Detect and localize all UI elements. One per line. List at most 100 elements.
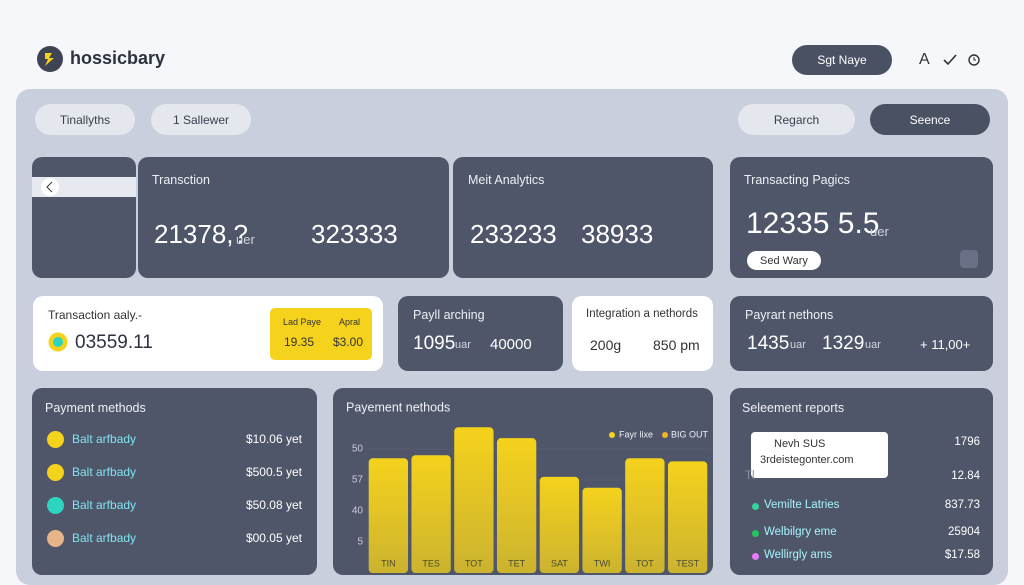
metric: 1435 (747, 333, 790, 354)
chevron-box[interactable] (960, 250, 978, 268)
y-tick-label: 5 (357, 537, 363, 548)
legend-label: Fayr lixe (619, 429, 653, 439)
report-label: Welbilgry eme (764, 526, 837, 538)
unit: uar (790, 339, 806, 351)
icon-letter[interactable]: A (919, 51, 930, 68)
method-icon (47, 431, 64, 448)
y-tick-label: 57 (352, 475, 364, 486)
bar (411, 455, 451, 573)
bar (539, 476, 580, 573)
method-amount: $10.06 yet (245, 432, 302, 446)
legend-label: BIG OUT (671, 429, 709, 439)
method-icon (47, 464, 64, 481)
chart: Payement nethods 5 40 57 50 TIN TES TOT TET SAT T… (346, 400, 709, 573)
x-tick-label: TOT (465, 558, 483, 568)
nav-card (32, 157, 136, 278)
chart-title: Payement nethods (346, 400, 450, 414)
metric: 850 pm (653, 337, 700, 353)
coin-icon (48, 332, 68, 352)
table-cell: 19.35 (284, 335, 315, 349)
table-header: Lad Paye (283, 317, 322, 327)
report-value: 1796 (954, 436, 980, 448)
popup-subtitle: 3rdeistegonter.com (760, 454, 854, 466)
metric: 40000 (490, 336, 532, 353)
metric: 233233 (470, 219, 557, 249)
table-cell: $3.00 (333, 335, 364, 349)
report-label: Vemilte Latries (764, 499, 840, 511)
card-title: Meit Analytics (468, 173, 545, 187)
nav-row[interactable] (32, 177, 136, 197)
method-icon (47, 497, 64, 514)
card-title: Transacting Pagics (744, 173, 850, 187)
tab[interactable]: 1 Sallewer (151, 104, 251, 135)
x-tick-label: TEST (676, 558, 700, 568)
card-title: Transaction aaly.- (48, 308, 143, 322)
card-title: Payrart nethons (745, 308, 834, 322)
legend-dot (662, 432, 668, 438)
search-button[interactable]: Seence (870, 104, 990, 135)
brand: hossicbary (70, 48, 166, 68)
metric: 323333 (311, 219, 398, 249)
report-label: Wellirgly ams (764, 549, 833, 561)
method-name: Balt arfbady (72, 465, 137, 479)
x-tick-label: TIN (381, 558, 396, 568)
unit: uer (236, 232, 255, 247)
report-dot (752, 553, 759, 560)
tab[interactable]: Tinallyths (35, 104, 135, 135)
metric: + 11,00+ (920, 337, 971, 352)
report-value: 25904 (948, 526, 980, 538)
logo (37, 46, 63, 72)
method-name: Balt arfbady (72, 432, 137, 446)
card-title: Integration a nethords (586, 308, 698, 320)
popup-title: Nevh SUS (774, 438, 826, 450)
metric: 200g (590, 337, 622, 353)
report-value: 12.84 (951, 470, 980, 482)
mini-table (270, 308, 372, 360)
unit: uer (870, 224, 889, 239)
method-amount: $50.08 yet (245, 498, 302, 512)
methods-card (32, 388, 317, 575)
card-title: Payment methods (45, 401, 146, 415)
bar (368, 458, 409, 573)
x-tick-label: TET (508, 558, 526, 568)
card-title: Payll arching (413, 308, 485, 322)
back-icon[interactable] (40, 177, 60, 197)
header-button[interactable]: Sgt Naye (792, 45, 892, 75)
card-title: Transction (152, 173, 210, 187)
bar (582, 487, 622, 573)
x-tick-label: TWI (594, 558, 611, 568)
x-tick-label: SAT (551, 558, 568, 568)
x-tick-label: TES (422, 558, 440, 568)
bar (496, 438, 537, 573)
popup (751, 432, 888, 478)
legend-dot (609, 432, 615, 438)
pagics-button[interactable]: Sed Wary (747, 251, 821, 270)
metric: 21378,? (154, 219, 248, 249)
table-header: Apral (339, 317, 361, 327)
method-name: Balt arfbady (72, 498, 137, 512)
arching-card (398, 296, 563, 371)
metric: 1095 (413, 333, 456, 354)
report-dot (752, 530, 759, 537)
metric: 03559.11 (75, 332, 153, 353)
method-amount: $00.05 yet (245, 531, 302, 545)
reports-card (730, 388, 993, 575)
metric: 1329 (822, 333, 865, 354)
integration-card (572, 296, 713, 371)
bar (454, 427, 494, 573)
unit: uar (865, 339, 881, 351)
bar (667, 461, 708, 573)
y-tick-label: 40 (352, 506, 364, 517)
card-title: Seleement reports (742, 401, 845, 415)
dropdown[interactable]: Regarch (738, 104, 855, 135)
report-label: Tl (745, 470, 755, 482)
report-value: $17.58 (944, 549, 980, 561)
report-value: 837.73 (944, 499, 980, 511)
unit: uar (455, 339, 471, 351)
x-tick-label: TOT (636, 558, 654, 568)
y-tick-label: 50 (352, 444, 364, 455)
bar (625, 458, 665, 573)
metric: 38933 (581, 219, 654, 249)
